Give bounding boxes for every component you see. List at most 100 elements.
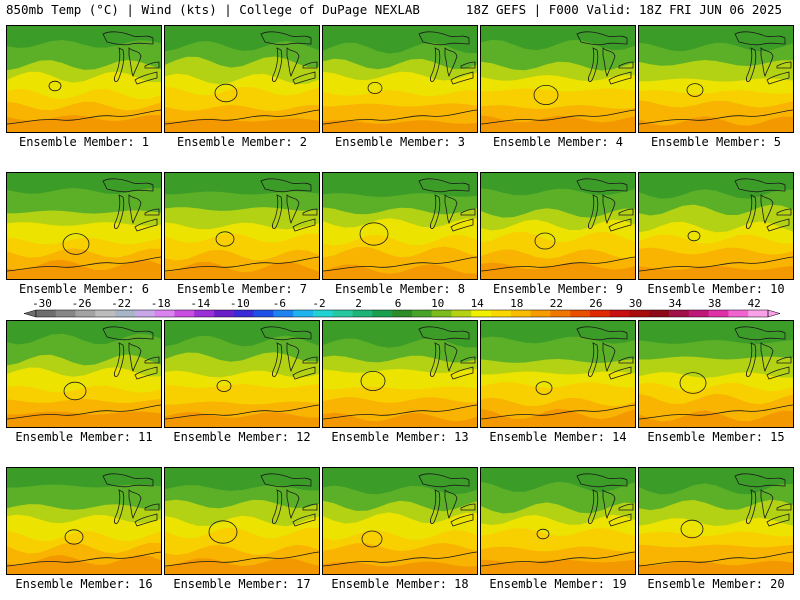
- great-lakes-outline: [260, 178, 318, 232]
- colorbar-segment: [431, 310, 452, 317]
- isotherm-contour: [533, 85, 559, 106]
- boundary-line: [323, 256, 477, 272]
- temperature-map: [639, 173, 793, 279]
- colorbar-segment: [115, 310, 136, 317]
- colorbar-tick-label: 26: [589, 298, 602, 310]
- great-lakes-outline: [418, 178, 476, 232]
- great-lakes-outline: [260, 473, 318, 527]
- temperature-band: [323, 412, 477, 427]
- temperature-band: [7, 259, 161, 279]
- colorbar-segment: [312, 310, 334, 317]
- colorbar-tick-label: 10: [431, 298, 444, 310]
- colorbar-segment: [352, 310, 373, 317]
- isotherm-contour: [208, 520, 238, 544]
- temperature-band: [165, 118, 319, 132]
- colorbar-tick-label: -26: [72, 298, 92, 310]
- colorbar-min-arrow: [24, 309, 37, 318]
- colorbar-tick-label: 38: [708, 298, 721, 310]
- ensemble-member-label: Ensemble Member: 18: [331, 577, 469, 591]
- isotherm-contour: [679, 372, 707, 394]
- ensemble-panel: [322, 25, 478, 133]
- colorbar-segment: [233, 310, 254, 317]
- ensemble-member-label: Ensemble Member: 5: [650, 135, 782, 149]
- ensemble-panel: [164, 25, 320, 133]
- temperature-band: [639, 266, 793, 279]
- temperature-band: [481, 559, 635, 574]
- temperature-band: [481, 408, 635, 427]
- colorbar-tick-label: -6: [273, 298, 286, 310]
- isotherm-contour: [62, 233, 90, 255]
- colorbar-segment: [214, 310, 235, 317]
- boundary-line: [481, 256, 635, 272]
- isotherm-contour: [64, 529, 84, 545]
- colorbar-segment: [411, 310, 432, 317]
- temperature-band: [481, 262, 635, 279]
- great-lakes-outline: [418, 31, 476, 85]
- ensemble-member-label: Ensemble Member: 6: [18, 282, 150, 296]
- isotherm-contour: [360, 371, 386, 392]
- temperature-map: [481, 26, 635, 132]
- temperature-map: [7, 468, 161, 574]
- colorbar-segment: [609, 310, 630, 317]
- isotherm-contour: [687, 230, 701, 242]
- temperature-band: [639, 410, 793, 427]
- colorbar-tick-label: 22: [550, 298, 563, 310]
- ensemble-member-label: Ensemble Member: 17: [173, 577, 311, 591]
- boundary-line: [323, 109, 477, 125]
- colorbar-segment: [392, 310, 413, 317]
- ensemble-member-label: Ensemble Member: 19: [489, 577, 627, 591]
- boundary-line: [165, 551, 319, 567]
- ensemble-panel: [480, 467, 636, 575]
- temperature-map: [323, 173, 477, 279]
- great-lakes-outline: [576, 31, 634, 85]
- temperature-band: [7, 411, 161, 427]
- isotherm-contour: [686, 83, 704, 97]
- boundary-line: [639, 256, 793, 272]
- boundary-line: [165, 109, 319, 125]
- colorbar-tick-label: -30: [32, 298, 52, 310]
- colorbar-tick-label: 6: [395, 298, 402, 310]
- ensemble-panel: [638, 320, 794, 428]
- great-lakes-outline: [260, 326, 318, 380]
- colorbar-segment: [510, 310, 531, 317]
- ensemble-member-label: Ensemble Member: 11: [15, 430, 153, 444]
- colorbar-segment: [194, 310, 215, 317]
- colorbar-segment: [570, 310, 591, 317]
- great-lakes-outline: [418, 326, 476, 380]
- boundary-line: [481, 109, 635, 125]
- colorbar-frame: [35, 309, 769, 318]
- colorbar-segment: [273, 310, 294, 317]
- colorbar-tick-label: -14: [190, 298, 210, 310]
- temperature-map: [7, 173, 161, 279]
- boundary-line: [165, 256, 319, 272]
- great-lakes-outline: [102, 178, 160, 232]
- isotherm-contour: [216, 380, 232, 393]
- boundary-line: [7, 256, 161, 272]
- temperature-map: [323, 26, 477, 132]
- great-lakes-outline: [102, 473, 160, 527]
- isotherm-contour: [63, 381, 87, 401]
- isotherm-contour: [214, 83, 238, 103]
- boundary-line: [323, 551, 477, 567]
- isotherm-contour: [534, 232, 556, 250]
- colorbar-segment: [748, 310, 769, 317]
- great-lakes-outline: [734, 473, 792, 527]
- temperature-map: [165, 26, 319, 132]
- ensemble-member-label: Ensemble Member: 15: [647, 430, 785, 444]
- colorbar-tick-label: -22: [111, 298, 131, 310]
- ensemble-member-label: Ensemble Member: 10: [647, 282, 785, 296]
- colorbar-segment: [451, 310, 472, 317]
- temperature-band: [323, 561, 477, 574]
- temperature-map: [323, 321, 477, 427]
- isotherm-contour: [361, 530, 383, 548]
- temperature-band: [7, 554, 161, 574]
- temperature-band: [323, 120, 477, 132]
- ensemble-panel: [322, 320, 478, 428]
- colorbar-segment: [134, 310, 155, 317]
- isotherm-contour: [367, 82, 383, 95]
- temperature-band: [639, 116, 793, 132]
- temperature-map: [639, 321, 793, 427]
- colorbar-max-arrow: [767, 309, 781, 318]
- colorbar-segment: [154, 310, 175, 317]
- boundary-line: [7, 551, 161, 567]
